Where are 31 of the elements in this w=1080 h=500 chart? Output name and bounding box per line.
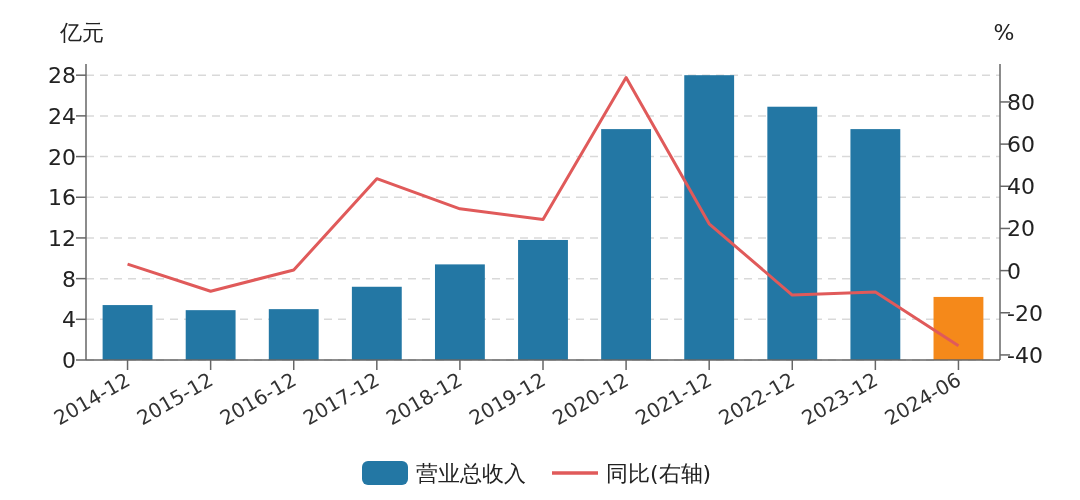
y2-tick-label: 20 xyxy=(1007,216,1035,242)
bar xyxy=(268,309,319,360)
bar xyxy=(767,106,818,360)
y-tick-label: 16 xyxy=(48,185,76,211)
y2-tick-label: 60 xyxy=(1007,132,1035,158)
bar xyxy=(102,305,153,360)
legend-label: 营业总收入 xyxy=(416,461,526,486)
bar xyxy=(684,75,735,360)
y-tick-label: 8 xyxy=(62,266,76,292)
bar xyxy=(351,286,402,360)
y-tick-label: 28 xyxy=(48,63,76,89)
bar xyxy=(518,239,568,360)
y2-tick-label: -40 xyxy=(1007,342,1043,368)
line-series xyxy=(126,75,960,348)
bar xyxy=(850,129,901,360)
bar xyxy=(933,296,984,360)
y-tick-label: 0 xyxy=(62,348,76,373)
bar xyxy=(185,310,236,360)
y2-tick-label: -20 xyxy=(1007,300,1043,326)
y-tick-label: 12 xyxy=(48,225,76,251)
y-axis-title: 亿元 xyxy=(59,20,104,45)
legend-label: 同比(右轴) xyxy=(606,461,712,486)
y-tick-label: 20 xyxy=(48,144,76,170)
y2-tick-label: 80 xyxy=(1007,89,1035,115)
bar xyxy=(434,264,485,360)
y2-tick-label: 40 xyxy=(1007,174,1035,200)
y-tick-label: 24 xyxy=(48,103,76,129)
y2-axis-title: % xyxy=(993,20,1015,45)
y2-tick-label: 0 xyxy=(1007,258,1021,284)
y-tick-label: 4 xyxy=(62,307,76,333)
bar xyxy=(601,129,652,360)
